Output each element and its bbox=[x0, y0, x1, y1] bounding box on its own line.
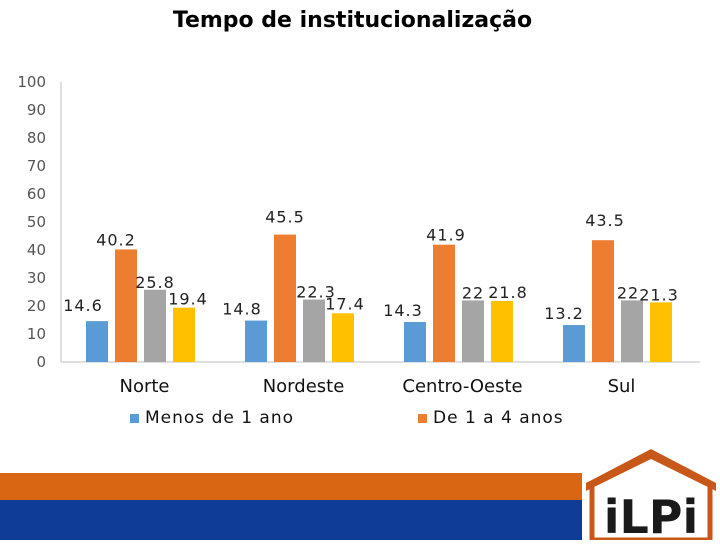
y-tick-label: 30 bbox=[27, 269, 46, 287]
legend-swatch-blue bbox=[130, 413, 139, 423]
footer-stripe-blue bbox=[0, 500, 582, 540]
y-tick-label: 90 bbox=[27, 101, 46, 119]
bar-series bbox=[86, 234, 672, 362]
bar-value-label: 14.6 bbox=[63, 296, 103, 315]
y-tick-label: 100 bbox=[17, 73, 46, 91]
y-axis-ticks: 0 10 20 30 40 50 60 70 80 90 100 bbox=[17, 73, 46, 371]
bar-value-label: 22 bbox=[462, 283, 484, 302]
y-tick-label: 60 bbox=[27, 185, 46, 203]
bar-value-label: 14.3 bbox=[383, 301, 423, 320]
y-tick-label: 70 bbox=[27, 157, 46, 175]
footer-stripe-orange bbox=[0, 473, 582, 500]
bar bbox=[621, 300, 643, 362]
y-tick-label: 10 bbox=[27, 325, 46, 343]
bar-value-label: 40.2 bbox=[96, 230, 136, 249]
legend-label: Menos de 1 ano bbox=[145, 408, 295, 428]
bar-value-label: 22 bbox=[617, 283, 639, 302]
ilpi-logo-graphic: iLPi bbox=[586, 449, 716, 544]
legend-item-menos-de-1-ano: Menos de 1 ano bbox=[130, 408, 294, 428]
bar bbox=[433, 244, 455, 362]
legend-swatch-orange bbox=[418, 413, 427, 423]
bar bbox=[144, 289, 166, 362]
bar-value-label: 41.9 bbox=[426, 226, 466, 245]
category-labels: Norte Nordeste Centro-Oeste Sul bbox=[119, 376, 635, 397]
logo-text: iLPi bbox=[604, 490, 699, 540]
bar bbox=[245, 320, 267, 362]
bar bbox=[173, 307, 195, 362]
bar bbox=[650, 302, 672, 362]
category-label: Sul bbox=[608, 376, 636, 397]
bar-value-label: 19.4 bbox=[168, 290, 208, 309]
bar bbox=[303, 299, 325, 362]
bar-value-label: 21.8 bbox=[488, 283, 528, 302]
bar bbox=[274, 234, 296, 362]
bar-value-label: 22.3 bbox=[296, 283, 336, 302]
bar bbox=[462, 300, 484, 362]
house-roof-icon bbox=[586, 449, 716, 491]
bar-value-label: 17.4 bbox=[325, 294, 365, 313]
ilpi-logo: iLPi bbox=[582, 445, 720, 544]
bar-value-label: 45.5 bbox=[265, 208, 305, 227]
y-tick-label: 0 bbox=[36, 353, 46, 371]
y-tick-label: 80 bbox=[27, 129, 46, 147]
bar bbox=[86, 321, 108, 362]
bar-value-label: 13.2 bbox=[544, 304, 584, 323]
bar bbox=[563, 325, 585, 362]
bar bbox=[332, 313, 354, 362]
category-label: Centro-Oeste bbox=[402, 376, 522, 397]
bar bbox=[115, 249, 137, 362]
y-tick-label: 40 bbox=[27, 241, 46, 259]
y-tick-label: 50 bbox=[27, 213, 46, 231]
y-tick-label: 20 bbox=[27, 297, 46, 315]
bar bbox=[491, 300, 513, 362]
category-label: Norte bbox=[119, 376, 169, 397]
legend-item-de-1-a-4-anos: De 1 a 4 anos bbox=[418, 408, 564, 428]
bar-value-label: 14.8 bbox=[222, 300, 262, 319]
bar-value-label: 43.5 bbox=[585, 211, 625, 230]
bar bbox=[404, 321, 426, 362]
bar-value-label: 21.3 bbox=[639, 285, 679, 304]
chart-title: Tempo de institucionalização bbox=[172, 8, 533, 33]
legend-label: De 1 a 4 anos bbox=[433, 408, 564, 428]
category-label: Nordeste bbox=[263, 376, 345, 397]
data-labels: 14.6 40.2 25.819.4 14.8 45.5 22.317.4 14.3 41.9… bbox=[63, 208, 679, 323]
bar bbox=[592, 240, 614, 362]
legend: Menos de 1 ano De 1 a 4 anos bbox=[130, 408, 650, 432]
bar-value-label: 25.8 bbox=[135, 273, 175, 292]
